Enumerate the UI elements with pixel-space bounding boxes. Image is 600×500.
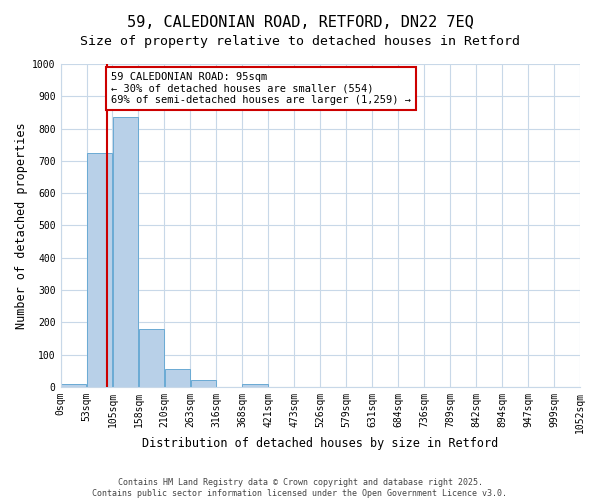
Bar [61,384,86,387]
Text: Size of property relative to detached houses in Retford: Size of property relative to detached ho… [80,35,520,48]
Text: 59, CALEDONIAN ROAD, RETFORD, DN22 7EQ: 59, CALEDONIAN ROAD, RETFORD, DN22 7EQ [127,15,473,30]
Bar [242,384,268,387]
Text: Contains HM Land Registry data © Crown copyright and database right 2025.
Contai: Contains HM Land Registry data © Crown c… [92,478,508,498]
Bar [164,369,190,387]
Bar [86,153,112,387]
Y-axis label: Number of detached properties: Number of detached properties [15,122,28,328]
Bar [139,328,164,387]
Text: 59 CALEDONIAN ROAD: 95sqm
← 30% of detached houses are smaller (554)
69% of semi: 59 CALEDONIAN ROAD: 95sqm ← 30% of detac… [111,72,411,106]
Bar [113,118,139,387]
X-axis label: Distribution of detached houses by size in Retford: Distribution of detached houses by size … [142,437,499,450]
Bar [191,380,216,387]
